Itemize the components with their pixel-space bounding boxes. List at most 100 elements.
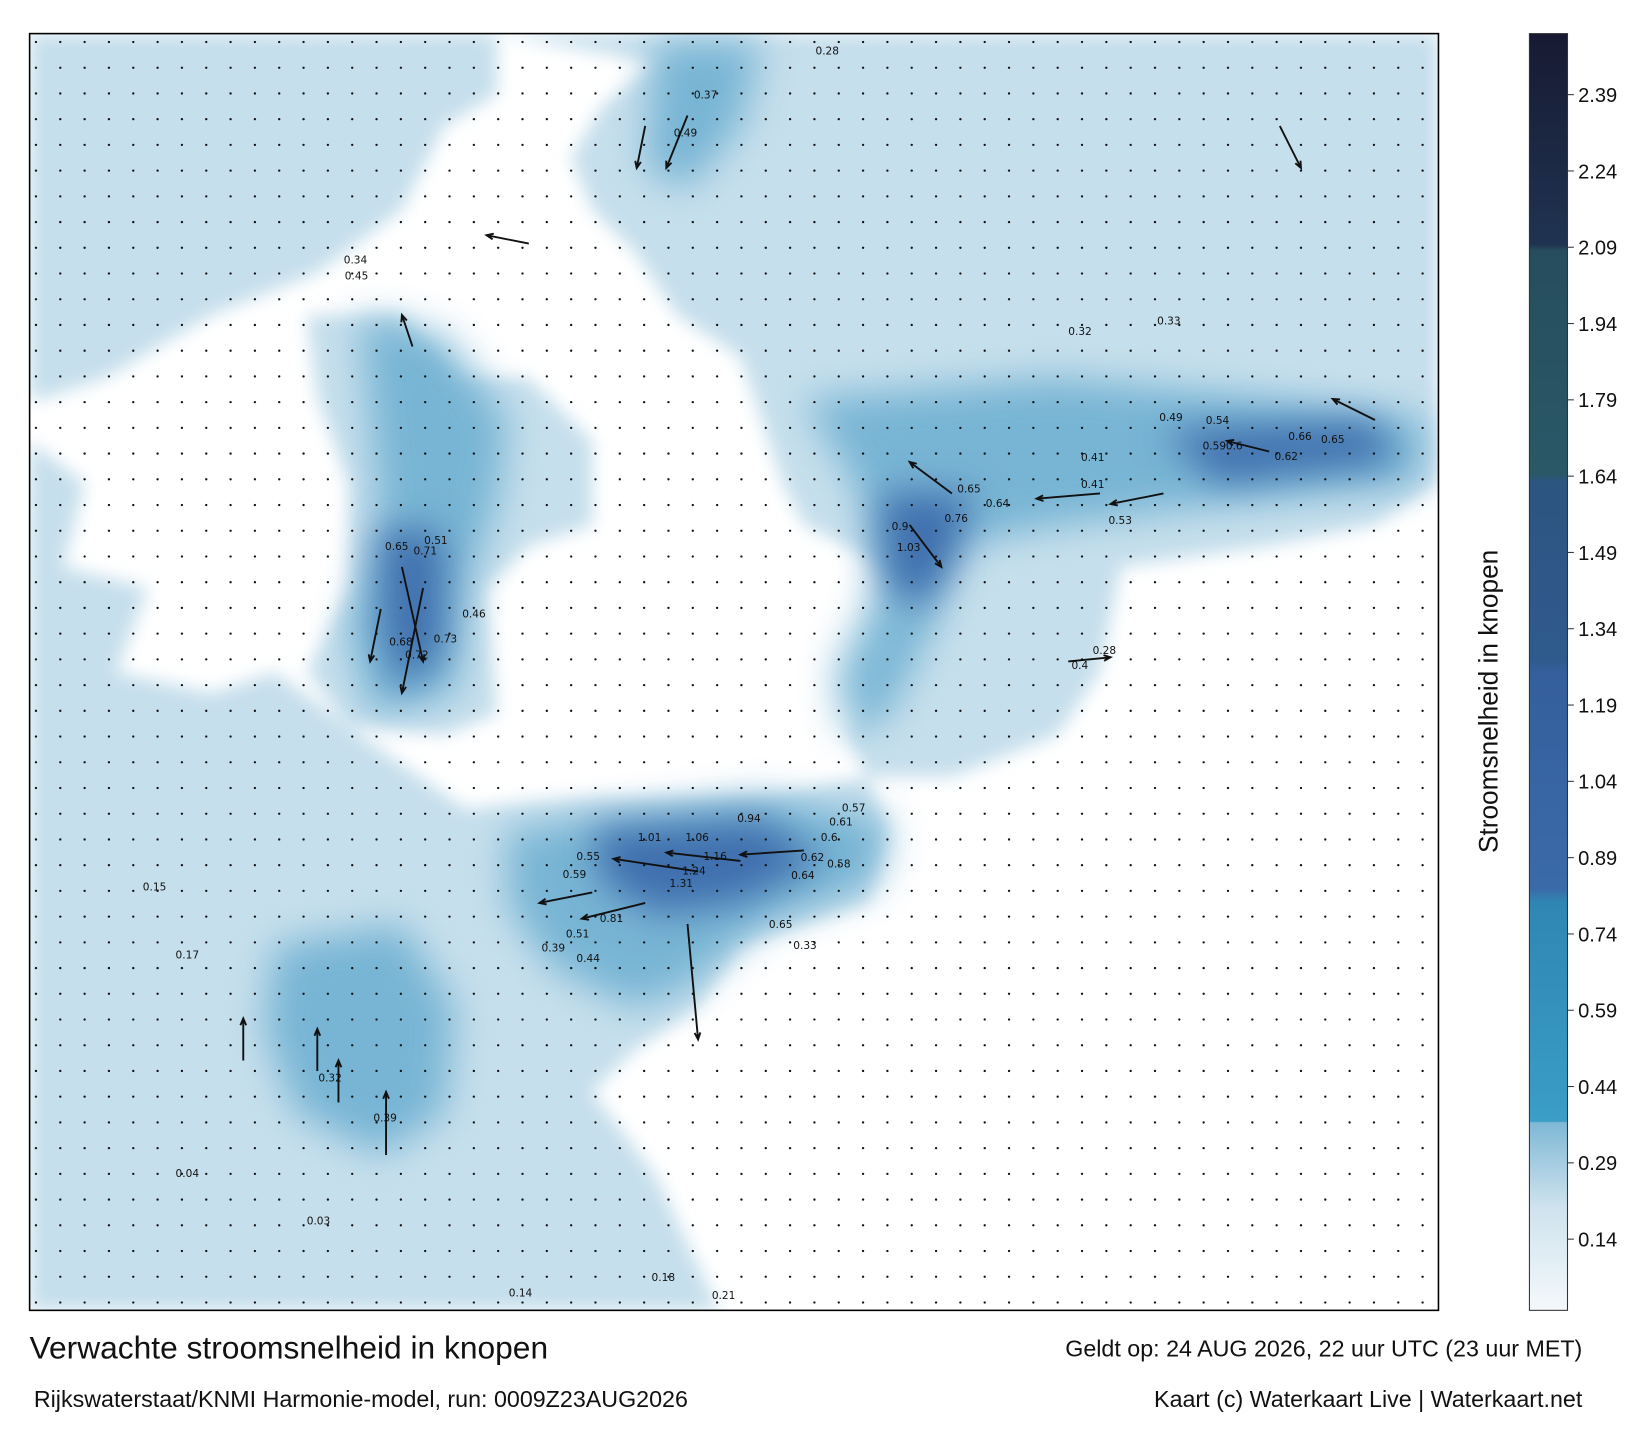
colorbar-tick-label: 1.04 xyxy=(1578,772,1617,794)
grid-dot xyxy=(1299,1224,1303,1227)
grid-dot xyxy=(1129,1198,1132,1201)
grid-dot xyxy=(1178,452,1181,455)
grid-dot xyxy=(1105,298,1108,301)
grid-dot xyxy=(351,503,354,507)
grid-dot xyxy=(934,195,938,198)
grid-dot xyxy=(180,118,184,121)
grid-dot xyxy=(1348,400,1351,404)
grid-dot xyxy=(1056,143,1059,147)
grid-dot xyxy=(497,1146,500,1150)
grid-dot xyxy=(667,709,670,712)
grid-dot xyxy=(424,195,427,198)
grid-dot xyxy=(229,709,232,712)
grid-dot xyxy=(1202,169,1205,172)
grid-dot xyxy=(959,581,962,584)
grid-dot xyxy=(302,683,305,687)
grid-dot xyxy=(934,1249,938,1253)
grid-dot xyxy=(1032,812,1035,815)
grid-dot xyxy=(618,1249,621,1253)
grid-dot xyxy=(107,915,111,918)
grid-dot xyxy=(1129,118,1132,121)
grid-dot xyxy=(180,838,184,841)
grid-dot xyxy=(205,1146,208,1150)
grid-dot xyxy=(1372,1044,1376,1047)
grid-dot xyxy=(569,400,573,404)
grid-dot xyxy=(1348,864,1351,867)
grid-dot xyxy=(205,1172,208,1176)
grid-dot xyxy=(1324,246,1327,249)
grid-dot xyxy=(959,864,962,867)
grid-dot xyxy=(764,40,767,44)
grid-dot xyxy=(1251,1146,1254,1150)
grid-dot xyxy=(1226,581,1230,584)
grid-dot xyxy=(132,606,135,610)
grid-dot xyxy=(594,169,597,172)
value-label: 0.72 xyxy=(405,649,429,661)
value-label: 0.62 xyxy=(1275,451,1299,463)
grid-dot xyxy=(351,143,354,147)
grid-dot xyxy=(156,426,159,430)
grid-dot xyxy=(618,992,621,995)
grid-dot xyxy=(545,683,548,687)
grid-dot xyxy=(934,169,938,172)
grid-dot xyxy=(399,915,403,918)
value-label: 0.66 xyxy=(1288,431,1312,443)
grid-dot xyxy=(667,838,670,841)
grid-dot xyxy=(83,1224,86,1227)
grid-dot xyxy=(1421,606,1424,610)
grid-dot xyxy=(83,195,86,198)
grid-dot xyxy=(448,992,451,995)
grid-dot xyxy=(1348,143,1351,147)
grid-dot xyxy=(983,606,986,610)
grid-dot xyxy=(1421,1172,1424,1176)
grid-dot xyxy=(1372,452,1376,455)
grid-dot xyxy=(1080,1069,1084,1073)
grid-dot xyxy=(472,683,476,687)
grid-dot xyxy=(1372,298,1376,301)
grid-dot xyxy=(1251,786,1254,790)
grid-dot xyxy=(34,298,38,301)
grid-dot xyxy=(59,478,62,481)
grid-dot xyxy=(399,1301,403,1304)
value-label: 0.76 xyxy=(945,513,969,525)
grid-dot xyxy=(691,632,694,635)
grid-dot xyxy=(618,632,621,635)
grid-dot xyxy=(788,992,792,995)
grid-dot xyxy=(1080,529,1084,532)
grid-dot xyxy=(1153,478,1157,481)
grid-dot xyxy=(302,1044,305,1047)
grid-dot xyxy=(740,1146,743,1150)
grid-dot xyxy=(1202,632,1205,635)
grid-dot xyxy=(691,1121,694,1124)
grid-dot xyxy=(132,1121,135,1124)
grid-dot xyxy=(59,349,62,352)
grid-dot xyxy=(788,555,792,558)
grid-dot xyxy=(107,220,111,224)
grid-dot xyxy=(1324,169,1327,172)
current-arrows xyxy=(239,115,1376,1155)
grid-dot xyxy=(351,349,354,352)
grid-dot xyxy=(1348,606,1351,610)
grid-dot xyxy=(959,195,962,198)
grid-dot xyxy=(424,966,427,970)
grid-dot xyxy=(1129,1224,1132,1227)
grid-dot xyxy=(1007,1224,1011,1227)
grid-dot xyxy=(448,1172,451,1176)
grid-dot xyxy=(521,272,524,275)
grid-dot xyxy=(715,1172,719,1176)
grid-dot xyxy=(1007,786,1011,790)
grid-dot xyxy=(156,195,159,198)
grid-dot xyxy=(837,1146,840,1150)
grid-dot xyxy=(813,1044,816,1047)
grid-dot xyxy=(83,658,86,661)
grid-dot xyxy=(34,1121,38,1124)
grid-dot xyxy=(715,709,719,712)
grid-dot xyxy=(521,683,524,687)
grid-dot xyxy=(229,1095,232,1098)
grid-dot xyxy=(1080,1146,1084,1150)
grid-dot xyxy=(1226,1121,1230,1124)
grid-dot xyxy=(1007,1018,1011,1021)
grid-dot xyxy=(375,1198,378,1201)
grid-dot xyxy=(569,683,573,687)
grid-dot xyxy=(424,66,427,69)
